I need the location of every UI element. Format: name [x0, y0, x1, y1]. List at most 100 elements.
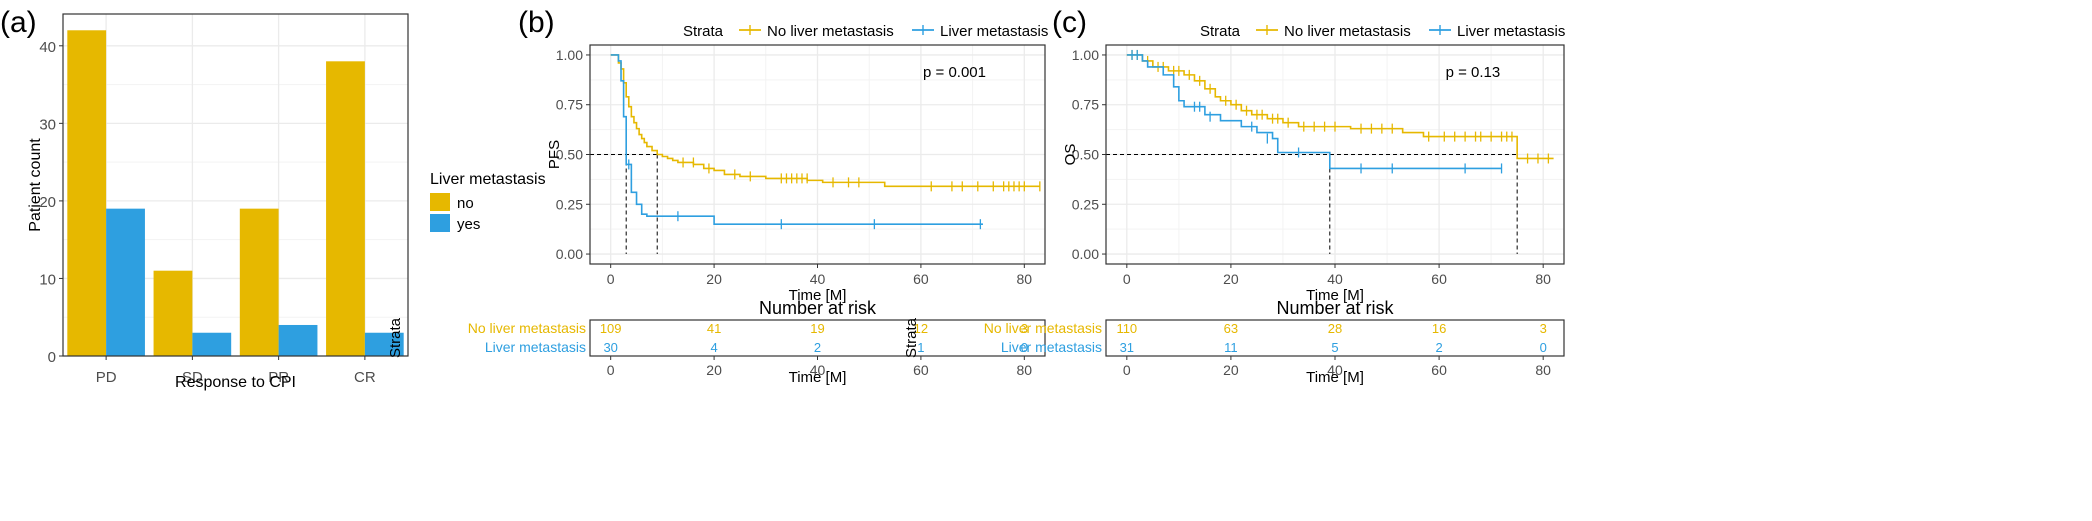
- panel-b: (b) Strata No liver metastasis Liver metast…: [387, 6, 1048, 386]
- y-axis-title-a: Patient count: [27, 138, 44, 232]
- y-tick-label: 40: [39, 39, 56, 56]
- legend-key-no: [430, 193, 450, 211]
- bar-no-SD: [153, 270, 193, 356]
- p-value-annotation: p = 0.13: [1446, 64, 1501, 81]
- y-tick-label: 0.50: [556, 147, 583, 163]
- risk-strata-label: Strata: [903, 317, 920, 358]
- risk-count: 30: [603, 340, 617, 355]
- panel-a: (a) 0 10 20 30 40 PD SD PR CR Response to CPI Patie…: [0, 6, 546, 391]
- x-tick-label: CR: [354, 369, 376, 386]
- risk-x-tick-label: 20: [1223, 362, 1239, 378]
- legend-label: No liver metastasis: [767, 23, 894, 40]
- risk-count: 19: [810, 321, 824, 336]
- risk-table-title: Number at risk: [759, 298, 877, 318]
- km-curve-no-liver-metastasis: [610, 54, 1040, 188]
- risk-count: 28: [1328, 321, 1342, 336]
- risk-count: 4: [710, 340, 717, 355]
- risk-count: 2: [1435, 340, 1442, 355]
- risk-count: 110: [1116, 321, 1137, 336]
- km-curve-liver-metastasis: [1126, 54, 1502, 170]
- risk-x-tick-label: 60: [913, 362, 929, 378]
- risk-table-title: Number at risk: [1276, 298, 1394, 318]
- risk-x-tick-label: 60: [1431, 362, 1447, 378]
- risk-count: 41: [707, 321, 721, 336]
- y-tick-label: 0.25: [556, 196, 583, 212]
- x-axis-title-a: Response to CPI: [175, 374, 296, 391]
- y-tick-label: 0: [48, 349, 56, 366]
- risk-count: 109: [600, 321, 622, 336]
- risk-count: 1: [917, 340, 924, 355]
- risk-x-tick-label: 40: [810, 362, 826, 378]
- y-tick-label: 30: [39, 116, 56, 133]
- y-tick-label: 0.00: [1072, 246, 1099, 262]
- bar-no-PD: [67, 30, 107, 357]
- panel-label-a: (a): [0, 6, 37, 39]
- x-tick-label: 40: [1327, 271, 1343, 287]
- risk-x-axis-title: Time [M]: [1306, 369, 1364, 386]
- x-tick-label: 80: [1017, 271, 1033, 287]
- x-tick-label: 40: [810, 271, 826, 287]
- x-tick-label: 80: [1535, 271, 1551, 287]
- plot-border-a: [62, 13, 409, 357]
- legend-title-a: Liver metastasis: [430, 171, 546, 188]
- risk-row-label: Liver metastasis: [485, 339, 586, 355]
- x-tick-label: 60: [1431, 271, 1447, 287]
- y-axis-title: OS: [1062, 144, 1079, 166]
- legend-title: Strata: [683, 23, 724, 40]
- risk-table-box: [589, 319, 1046, 357]
- y-tick-label: 10: [39, 271, 56, 288]
- legend-key-yes: [430, 214, 450, 232]
- y-tick-label: 0.75: [1072, 97, 1099, 113]
- risk-count: 2: [814, 340, 821, 355]
- x-tick-label: 60: [913, 271, 929, 287]
- risk-x-tick-label: 20: [706, 362, 722, 378]
- legend-label-no: no: [457, 195, 474, 212]
- risk-count: 11: [1224, 340, 1238, 355]
- x-tick-label: PR: [268, 369, 289, 386]
- legend-label: No liver metastasis: [1284, 23, 1411, 40]
- plot-border: [1105, 44, 1565, 265]
- risk-x-tick-label: 0: [607, 362, 615, 378]
- x-tick-label: 0: [607, 271, 615, 287]
- risk-x-tick-label: 80: [1017, 362, 1033, 378]
- risk-count: 5: [1331, 340, 1338, 355]
- y-tick-label: 0.00: [556, 246, 583, 262]
- y-tick-label: 1.00: [1072, 47, 1099, 63]
- risk-x-tick-label: 80: [1535, 362, 1551, 378]
- panel-label: (b): [518, 6, 555, 39]
- risk-count: 0: [1540, 340, 1547, 355]
- y-tick-label: 0.25: [1072, 196, 1099, 212]
- risk-row-label: No liver metastasis: [468, 320, 586, 336]
- risk-x-tick-label: 40: [1327, 362, 1343, 378]
- risk-row-label: No liver metastasis: [984, 320, 1102, 336]
- x-tick-label: PD: [96, 369, 117, 386]
- legend-label: Liver metastasis: [940, 23, 1048, 40]
- bar-yes-CR: [364, 332, 404, 356]
- risk-count: 63: [1224, 321, 1238, 336]
- y-tick-label: 1.00: [556, 47, 583, 63]
- risk-table-box: [1105, 319, 1565, 357]
- p-value-annotation: p = 0.001: [923, 64, 986, 81]
- risk-count: 12: [914, 321, 928, 336]
- risk-count: 16: [1432, 321, 1446, 336]
- plot-border: [589, 44, 1046, 265]
- y-tick-label: 0.75: [556, 97, 583, 113]
- risk-x-axis-title: Time [M]: [789, 369, 847, 386]
- bar-no-CR: [326, 61, 365, 356]
- risk-count: 3: [1021, 321, 1028, 336]
- km-curve-liver-metastasis: [610, 54, 983, 225]
- legend-label: Liver metastasis: [1457, 23, 1565, 40]
- bar-no-PR: [239, 208, 279, 356]
- risk-count: 3: [1540, 321, 1547, 336]
- risk-x-tick-label: 0: [1123, 362, 1131, 378]
- x-axis-title: Time [M]: [1306, 287, 1364, 304]
- bar-yes-SD: [192, 332, 232, 356]
- y-tick-label: 20: [39, 194, 56, 211]
- x-tick-label: SD: [182, 369, 203, 386]
- risk-row-label: Liver metastasis: [1001, 339, 1102, 355]
- bar-yes-PR: [278, 324, 318, 356]
- panel-label: (c): [1052, 6, 1087, 39]
- x-axis-title: Time [M]: [789, 287, 847, 304]
- risk-count: 31: [1120, 340, 1134, 355]
